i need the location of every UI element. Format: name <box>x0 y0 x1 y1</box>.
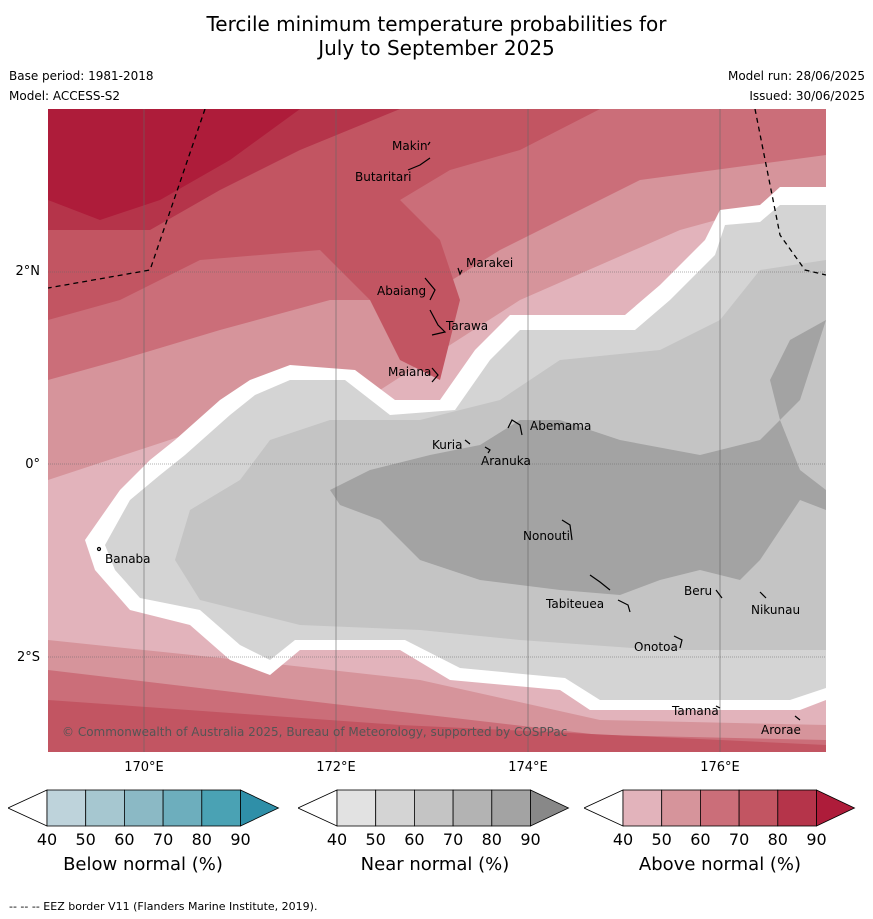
map-title: Tercile minimum temperature probabilitie… <box>0 12 873 60</box>
lat-label: 2°S <box>16 650 40 665</box>
colorbar-tick-label: 70 <box>442 830 464 849</box>
lon-label: 170°E <box>124 760 164 775</box>
island-label: Onotoa <box>634 640 678 654</box>
lon-label: 174°E <box>508 760 548 775</box>
colorbar-segment <box>452 789 493 827</box>
colorbar-below <box>8 789 280 827</box>
title-line-2: July to September 2025 <box>318 36 555 60</box>
colorbar-segment <box>738 789 779 827</box>
colorbar-below-label: Below normal (%) <box>63 854 223 875</box>
island-label: Abaiang <box>377 284 426 298</box>
island-labels: Makin Butaritari Marakei Abaiang Tarawa … <box>105 139 801 737</box>
colorbar-extend-low <box>298 789 338 827</box>
eez-border <box>48 109 826 289</box>
island-label: Banaba <box>105 552 151 566</box>
issued-date: Issued: 30/06/2025 <box>749 89 865 103</box>
colorbar-segment <box>777 789 817 827</box>
colorbar-tick-label: 80 <box>481 830 502 849</box>
meta-right: Model run: 28/06/2025 Issued: 30/06/2025 <box>728 66 865 106</box>
base-period: Base period: 1981-2018 <box>9 69 154 83</box>
island-label: Aranuka <box>481 454 531 468</box>
island-label: Tabiteuea <box>545 597 604 611</box>
colorbar-tick-label: 40 <box>612 830 634 849</box>
colorbar-tick-label: 50 <box>365 830 386 849</box>
colorbar-segment <box>700 789 740 827</box>
probability-map: Makin Butaritari Marakei Abaiang Tarawa … <box>48 109 826 752</box>
colorbar-segment <box>414 789 454 827</box>
lat-label: 0° <box>25 457 40 472</box>
colorbar-near <box>298 789 570 827</box>
colorbar-tick-label: 40 <box>326 830 348 849</box>
colorbar-tick-label: 60 <box>690 830 711 849</box>
colorbar-segment <box>375 789 415 827</box>
colorbar-extend-low <box>8 789 48 827</box>
colorbar-segment <box>336 789 377 827</box>
colorbar-segment <box>124 789 164 827</box>
island-shapes <box>96 141 801 721</box>
title-line-1: Tercile minimum temperature probabilitie… <box>206 12 667 36</box>
island-label: Kuria <box>432 438 463 452</box>
island-label: Arorae <box>761 723 801 737</box>
colorbar-tick-label: 50 <box>651 830 672 849</box>
colorbar-tick-label: 80 <box>767 830 788 849</box>
colorbar-segment <box>661 789 701 827</box>
eez-footnote: -- -- -- EEZ border V11 (Flanders Marine… <box>9 900 318 913</box>
colorbar-tick-label: 50 <box>75 830 96 849</box>
meta-left: Base period: 1981-2018 Model: ACCESS-S2 <box>9 66 154 106</box>
near-70-region <box>330 320 826 595</box>
colorbar-near-label: Near normal (%) <box>360 854 510 875</box>
island-label: Abemama <box>530 419 591 433</box>
island-label: Nonouti <box>523 529 570 543</box>
above-south-80-region <box>48 700 826 752</box>
colorbar-tick-label: 70 <box>728 830 750 849</box>
colorbar-segment <box>491 789 531 827</box>
colorbar-above <box>584 789 856 827</box>
model-run: Model run: 28/06/2025 <box>727 69 865 83</box>
colorbar-tick-label: 80 <box>191 830 212 849</box>
colorbar-segment <box>85 789 125 827</box>
colorbar-extend-high <box>816 789 856 827</box>
lon-label: 172°E <box>316 760 356 775</box>
island-label: Butaritari <box>355 170 412 184</box>
grid-lines <box>48 109 826 752</box>
colorbar-segment <box>622 789 663 827</box>
colorbar-segment <box>201 789 241 827</box>
colorbar-tick-label: 90 <box>520 830 541 849</box>
island-label: Tamana <box>671 704 719 718</box>
model-name: Model: ACCESS-S2 <box>9 89 121 103</box>
colorbar-extend-high <box>240 789 280 827</box>
colorbar-tick-label: 90 <box>230 830 251 849</box>
colorbar-extend-high <box>530 789 570 827</box>
island-label: Maiana <box>388 365 431 379</box>
island-label: Nikunau <box>751 603 800 617</box>
colorbar-tick-label: 40 <box>36 830 58 849</box>
colorbar-tick-label: 90 <box>806 830 827 849</box>
copyright-text: © Commonwealth of Australia 2025, Bureau… <box>62 725 567 739</box>
island-label: Makin <box>392 139 428 153</box>
colorbar-tick-label: 70 <box>152 830 174 849</box>
lat-label: 2°N <box>15 264 41 279</box>
above-max-region <box>48 109 300 220</box>
colorbar-above-label: Above normal (%) <box>638 854 802 875</box>
colorbar-tick-label: 60 <box>114 830 135 849</box>
island-label: Tarawa <box>445 319 488 333</box>
island-label: Marakei <box>466 256 513 270</box>
colorbar-tick-label: 60 <box>404 830 425 849</box>
colorbar-segment <box>46 789 87 827</box>
colorbar-extend-low <box>584 789 624 827</box>
colorbar-segment <box>162 789 203 827</box>
island-label: Beru <box>684 584 712 598</box>
lon-label: 176°E <box>700 760 740 775</box>
